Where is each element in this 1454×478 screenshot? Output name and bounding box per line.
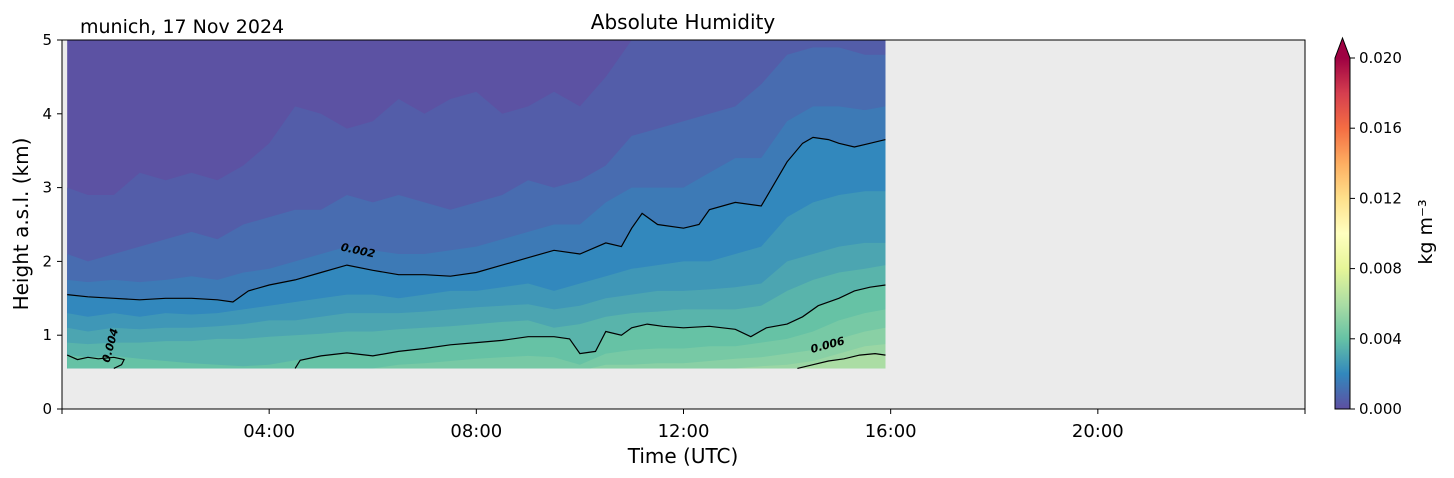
chart-subtitle: munich, 17 Nov 2024 xyxy=(80,16,284,38)
colorbar-frame xyxy=(1334,36,1351,410)
humidity-contour-lines xyxy=(66,136,886,369)
y-tick-label-0: 0 xyxy=(42,400,52,418)
contour-line-2 xyxy=(294,284,886,369)
x-axis-label: Time (UTC) xyxy=(627,444,739,468)
colorbar-tick-label-3: 0.012 xyxy=(1359,189,1402,207)
colorbar-extend-arrow xyxy=(1335,38,1350,58)
y-axis-label: Height a.s.l. (km) xyxy=(9,138,33,311)
colorbar-tick-label-4: 0.016 xyxy=(1359,119,1402,137)
colorbar-tick-label-0: 0.000 xyxy=(1359,400,1402,418)
colorbar-gradient xyxy=(1335,58,1350,409)
colorbar-tick-label-5: 0.020 xyxy=(1359,49,1402,67)
y-axis: 0 1 2 3 4 5 xyxy=(42,31,62,418)
y-tick-label-2: 2 xyxy=(42,252,52,270)
x-tick-label-2: 12:00 xyxy=(658,421,710,442)
x-axis: 04:00 08:00 12:00 16:00 20:00 xyxy=(61,409,1306,442)
x-tick-label-4: 20:00 xyxy=(1072,421,1124,442)
colorbar-tick-label-1: 0.004 xyxy=(1359,330,1402,348)
x-tick-label-0: 04:00 xyxy=(243,421,295,442)
y-tick-label-4: 4 xyxy=(42,105,52,123)
y-tick-label-1: 1 xyxy=(42,326,52,344)
humidity-band-7 xyxy=(67,285,886,369)
humidity-band-10 xyxy=(67,344,886,369)
y-tick-label-5: 5 xyxy=(42,31,52,49)
contour-line-3 xyxy=(797,352,886,369)
humidity-band-8 xyxy=(67,309,886,369)
contour-line-1 xyxy=(66,354,125,369)
chart-title: Absolute Humidity xyxy=(591,10,776,34)
colorbar-ticks: 0.000 0.004 0.008 0.012 0.016 0.020 xyxy=(1350,49,1402,418)
colorbar-label: kg m⁻³ xyxy=(1415,199,1437,264)
colorbar: 0.000 0.004 0.008 0.012 0.016 0.020 kg m⁻³ xyxy=(1334,36,1437,418)
y-tick-label-3: 3 xyxy=(42,179,52,197)
x-tick-label-3: 16:00 xyxy=(865,421,917,442)
x-tick-label-1: 08:00 xyxy=(450,421,502,442)
colorbar-tick-label-2: 0.008 xyxy=(1359,260,1402,278)
contour-line-0 xyxy=(67,136,886,303)
